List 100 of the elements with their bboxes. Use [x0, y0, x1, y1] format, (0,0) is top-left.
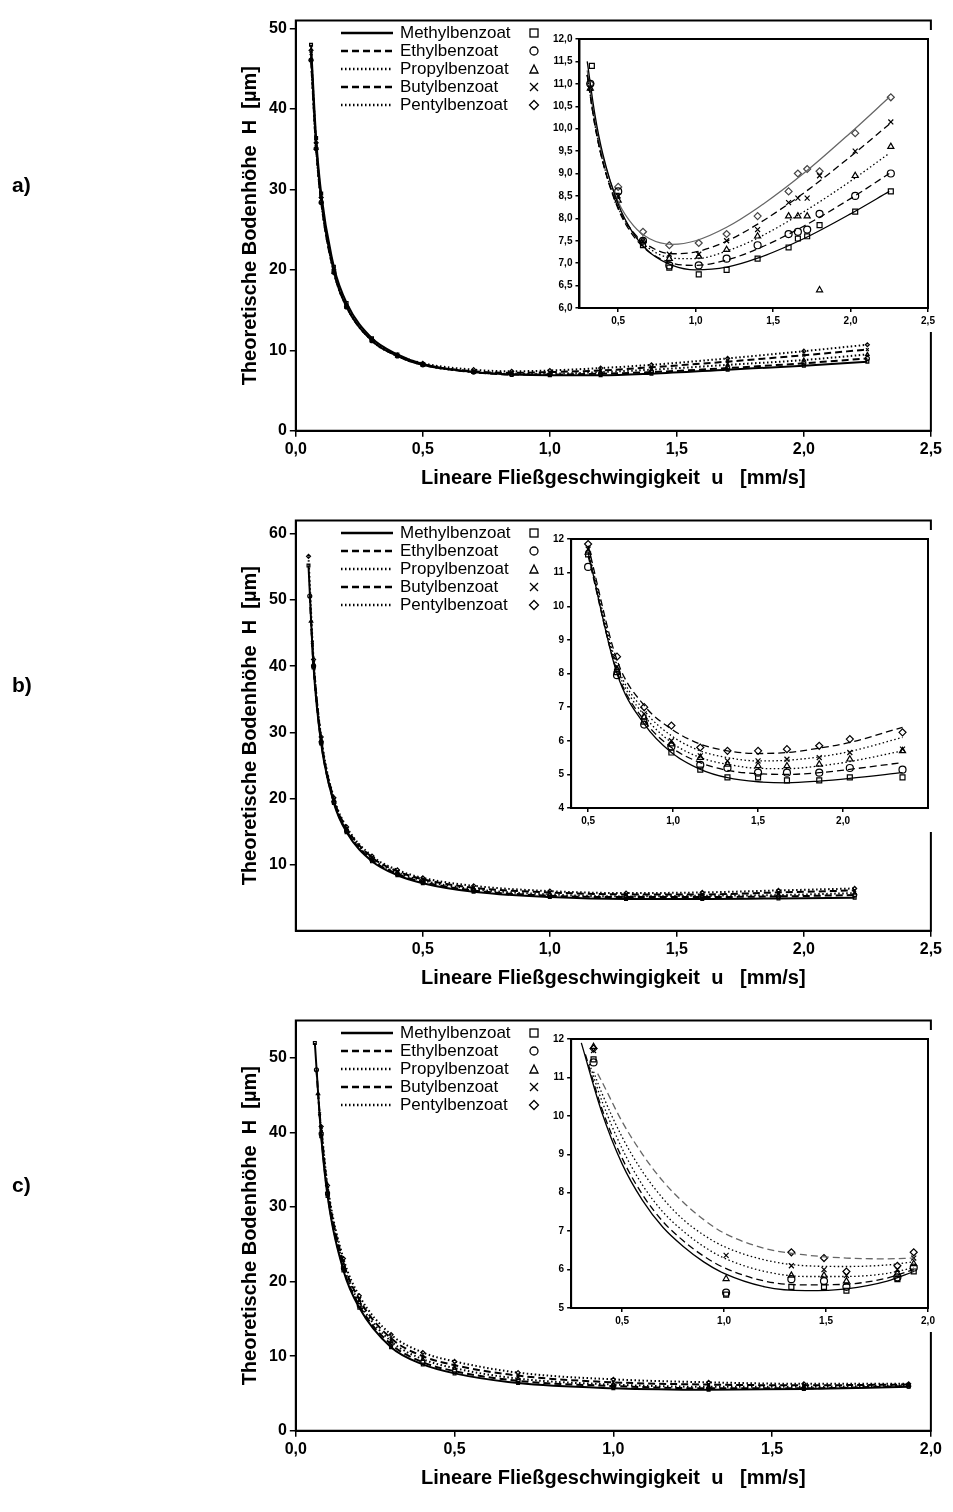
x-tick-label: 1,5 [760, 1439, 784, 1457]
x-tick-label: 1,0 [666, 814, 681, 826]
y-tick-label: 50 [269, 19, 287, 37]
legend-label: Pentylbenzoat [400, 95, 509, 114]
y-tick-label: 10 [553, 600, 565, 611]
y-tick-label: 40 [269, 99, 287, 117]
x-tick-label: 1,0 [538, 439, 562, 457]
y-tick-label: 8 [558, 667, 565, 679]
y-tick-label: 30 [269, 1197, 287, 1215]
x-tick-label: 2,0 [792, 939, 816, 957]
y-tick-label: 6,0 [558, 301, 573, 313]
x-tick-label: 2,5 [919, 939, 943, 957]
x-tick-label: 0,5 [581, 814, 596, 826]
y-tick-label: 6,5 [558, 279, 573, 291]
x-tick-label: 1,0 [688, 314, 704, 326]
text: c) [12, 1173, 31, 1197]
y-tick-label: 9 [558, 633, 565, 645]
text: a) [12, 173, 31, 197]
y-tick-label: 20 [269, 788, 287, 806]
x-tick-label: 2,0 [921, 1314, 936, 1326]
legend-label: Ethylbenzoat [400, 1041, 500, 1060]
x-axis-title: Lineare Fließgeschwingigkeit u [mm/s] [421, 465, 806, 488]
y-tick-label: 30 [269, 722, 287, 740]
y-tick-label: 20 [269, 1272, 287, 1290]
x-tick-label: 2,5 [919, 439, 943, 457]
x-axis-title: Lineare Fließgeschwingigkeit u [mm/s] [421, 1465, 806, 1488]
legend-label: Pentylbenzoat [400, 595, 509, 614]
y-tick-label: 7 [558, 1224, 565, 1236]
legend-label: Methylbenzoat [400, 523, 512, 542]
legend-label: Ethylbenzoat [400, 41, 500, 60]
y-axis-title: Theoretische Bodenhöhe H [µm] [237, 1066, 260, 1386]
y-tick-label: 6 [558, 734, 565, 746]
y-tick-label: 10 [553, 1109, 565, 1121]
legend-label: Propylbenzoat [400, 1059, 510, 1078]
y-tick-label: 11,5 [553, 55, 573, 67]
y-tick-label: 10,5 [552, 100, 573, 111]
y-tick-label: 4 [558, 801, 565, 813]
y-tick-label: 20 [269, 260, 287, 278]
x-tick-label: 1,5 [665, 439, 689, 457]
y-tick-label: 12 [553, 532, 565, 544]
y-tick-label: 10 [269, 855, 287, 873]
x-tick-label: 1,0 [538, 939, 562, 957]
x-tick-label: 1,5 [665, 939, 689, 957]
x-axis-title: Lineare Fließgeschwingigkeit u [mm/s] [421, 965, 806, 988]
y-tick-label: 8,5 [558, 189, 573, 201]
x-tick-label: 0,5 [411, 439, 435, 457]
y-tick-label: 9,5 [558, 144, 573, 156]
legend-label: Ethylbenzoat [400, 541, 500, 560]
y-tick-label: 50 [269, 590, 287, 608]
y-tick-label: 10 [269, 1346, 287, 1364]
y-tick-label: 7 [558, 700, 565, 712]
y-axis-title: Theoretische Bodenhöhe H [µm] [237, 566, 260, 886]
y-tick-label: 10,0 [552, 122, 573, 134]
y-tick-label: 11,0 [553, 77, 573, 89]
x-tick-label: 1,5 [819, 1314, 834, 1326]
legend-label: Methylbenzoat [400, 1023, 512, 1042]
x-tick-label: 0,5 [611, 314, 626, 326]
y-tick-label: 0 [277, 421, 287, 439]
y-tick-label: 60 [269, 524, 287, 542]
y-tick-label: 9,0 [558, 167, 573, 179]
legend-label: Propylbenzoat [400, 59, 510, 78]
y-tick-label: 0 [277, 1421, 287, 1439]
x-tick-label: 0,5 [443, 1439, 466, 1457]
y-tick-label: 5 [558, 1301, 565, 1313]
text: b) [12, 673, 32, 697]
y-axis-title: Theoretische Bodenhöhe H [µm] [237, 66, 260, 386]
y-tick-label: 11 [553, 1071, 565, 1083]
x-tick-label: 2,0 [919, 1439, 943, 1457]
y-tick-label: 7,5 [558, 234, 573, 246]
legend-label: Propylbenzoat [400, 559, 510, 578]
y-tick-label: 30 [269, 179, 287, 197]
y-tick-label: 40 [269, 656, 287, 674]
x-tick-label: 1,5 [751, 814, 766, 826]
legend-label: Methylbenzoat [400, 23, 512, 42]
x-tick-label: 0,5 [615, 1314, 630, 1326]
legend-label: Butylbenzoat [400, 1077, 500, 1096]
legend-label: Butylbenzoat [400, 77, 500, 96]
y-tick-label: 11 [553, 566, 565, 578]
legend-label: Butylbenzoat [400, 577, 500, 596]
y-tick-label: 8 [558, 1186, 565, 1198]
y-tick-label: 12 [553, 1032, 565, 1044]
y-tick-label: 40 [269, 1122, 287, 1140]
y-tick-label: 12,0 [552, 32, 573, 44]
y-tick-label: 5 [558, 768, 565, 780]
y-tick-label: 10 [269, 340, 287, 358]
x-tick-label: 1,0 [602, 1439, 625, 1457]
x-tick-label: 1,5 [766, 314, 781, 326]
x-tick-label: 2,0 [792, 439, 816, 457]
x-tick-label: 1,0 [717, 1314, 732, 1326]
x-tick-label: 2,5 [921, 314, 936, 326]
x-tick-label: 2,0 [836, 814, 851, 826]
y-tick-label: 8,0 [558, 212, 573, 224]
x-tick-label: 2,0 [843, 314, 858, 326]
y-tick-label: 7,0 [558, 256, 573, 268]
y-tick-label: 50 [269, 1048, 287, 1066]
x-tick-label: 0,0 [284, 1439, 308, 1457]
y-tick-label: 9 [558, 1148, 565, 1160]
x-tick-label: 0,5 [411, 939, 435, 957]
y-tick-label: 6 [558, 1263, 565, 1275]
x-tick-label: 0,0 [284, 439, 308, 457]
